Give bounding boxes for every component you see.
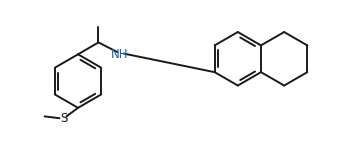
Text: NH: NH xyxy=(110,48,128,61)
Text: S: S xyxy=(60,112,67,125)
